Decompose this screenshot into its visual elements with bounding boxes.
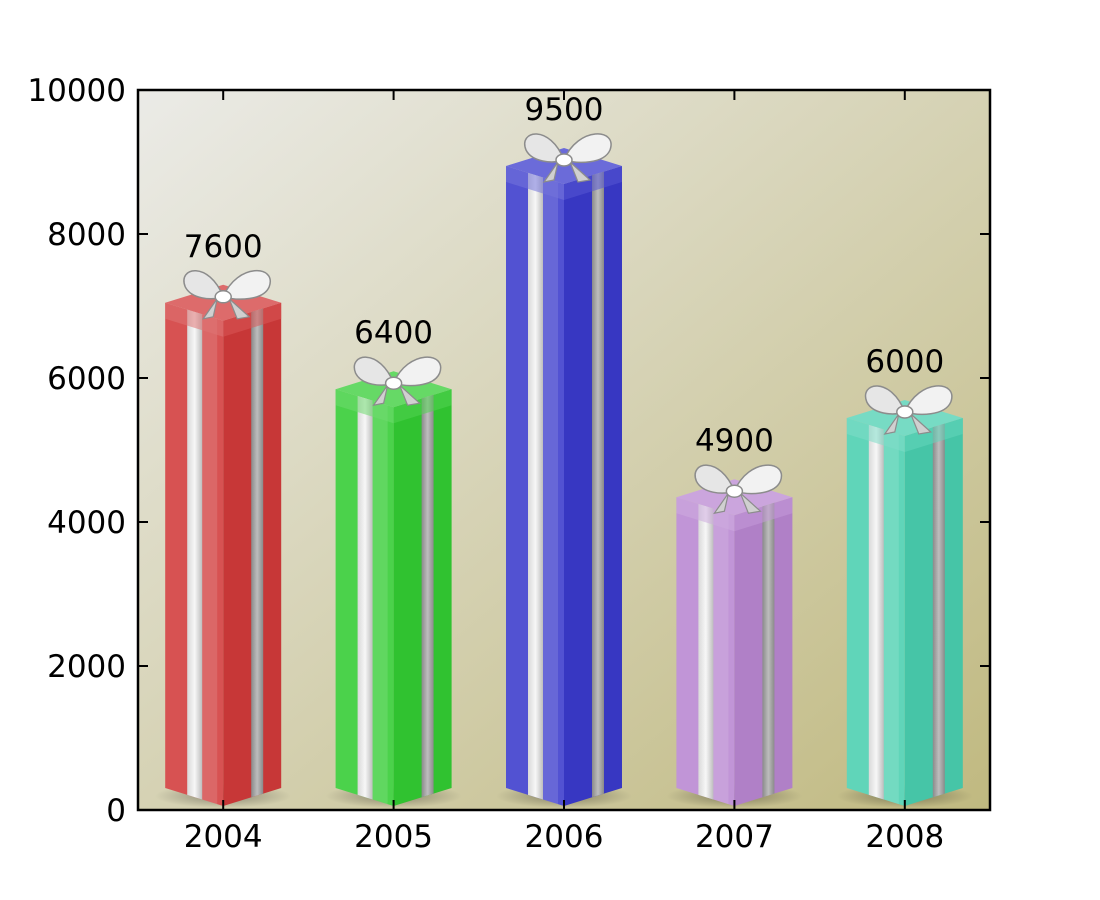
bar-2004 bbox=[155, 269, 292, 808]
bow-icon bbox=[183, 269, 271, 320]
bow-icon bbox=[864, 385, 953, 435]
bar-ribbon-front bbox=[868, 424, 884, 800]
bar-lid-left bbox=[165, 302, 224, 337]
y-tick-label: 8000 bbox=[47, 217, 126, 253]
bar-2005 bbox=[325, 356, 462, 808]
bar-lid-right bbox=[564, 166, 622, 200]
bow-icon bbox=[353, 356, 442, 407]
bar-lid-left bbox=[846, 418, 905, 452]
bar-lid-left bbox=[335, 389, 394, 424]
data-label: 4900 bbox=[695, 423, 774, 459]
y-tick-label: 6000 bbox=[47, 361, 126, 397]
bar-ribbon-side bbox=[932, 423, 945, 798]
data-label: 6400 bbox=[354, 315, 433, 351]
bar-2006 bbox=[496, 133, 632, 808]
bar-ribbon-side bbox=[592, 171, 604, 798]
bar-2008 bbox=[836, 385, 973, 808]
bow-icon bbox=[694, 464, 783, 515]
x-tick-label: 2006 bbox=[525, 819, 604, 855]
data-label: 6000 bbox=[865, 344, 944, 380]
bar-ribbon-side bbox=[762, 502, 775, 798]
y-tick-label: 4000 bbox=[47, 505, 126, 541]
bar-lid-right bbox=[393, 389, 452, 424]
bar-2007 bbox=[666, 464, 803, 808]
bar-ribbon-side bbox=[251, 308, 264, 798]
y-tick-label: 2000 bbox=[47, 649, 126, 685]
bar-lid-left bbox=[506, 166, 564, 200]
bar-lid-right bbox=[734, 497, 793, 532]
axis-ticks-layer: 0 2000 4000 6000 8000 10000 2004 2005 2006 2007 20… bbox=[27, 73, 990, 855]
bar-ribbon-front bbox=[698, 504, 714, 800]
y-tick-label: 10000 bbox=[27, 73, 126, 109]
bar-lid-right bbox=[223, 302, 282, 337]
bow-icon bbox=[524, 133, 612, 183]
bar-lid-right bbox=[904, 418, 963, 452]
x-tick-label: 2008 bbox=[865, 819, 944, 855]
data-label: 7600 bbox=[184, 229, 263, 265]
y-tick-label: 0 bbox=[106, 793, 126, 829]
bar-lid-left bbox=[676, 497, 735, 532]
bar-ribbon-front bbox=[357, 396, 373, 800]
bars-layer bbox=[155, 133, 973, 808]
bar-ribbon-side bbox=[421, 394, 434, 798]
bar-ribbon-front bbox=[528, 172, 543, 800]
x-tick-label: 2005 bbox=[354, 819, 433, 855]
x-tick-label: 2007 bbox=[695, 819, 774, 855]
bar-ribbon-front bbox=[187, 309, 203, 800]
x-tick-label: 2004 bbox=[184, 819, 263, 855]
